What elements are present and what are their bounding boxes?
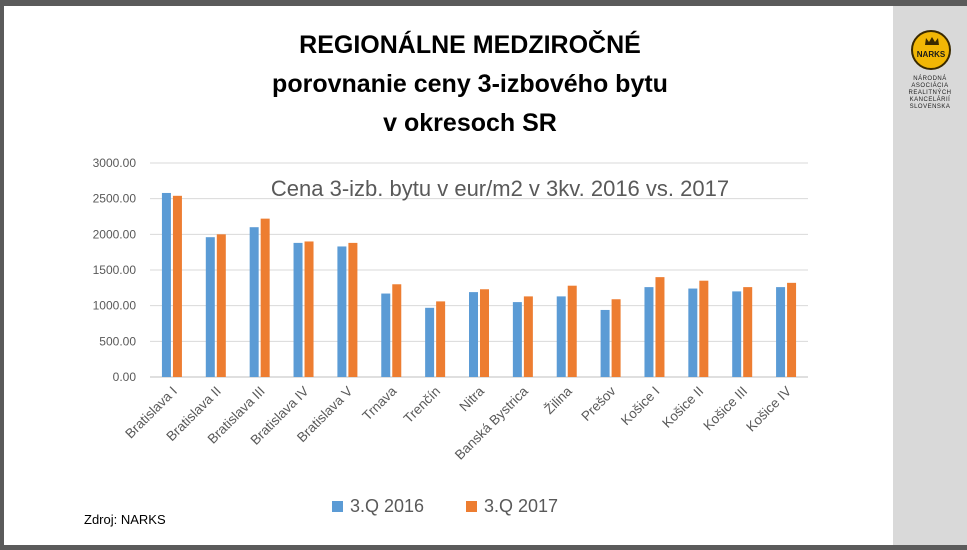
y-tick-label: 3000.00 bbox=[93, 156, 137, 170]
x-tick-label: Košice IV bbox=[743, 384, 794, 435]
bar bbox=[699, 280, 709, 377]
legend-swatch bbox=[332, 501, 343, 512]
bar bbox=[556, 296, 566, 377]
bar bbox=[611, 299, 621, 377]
y-tick-label: 1000.00 bbox=[93, 299, 137, 313]
bar bbox=[523, 296, 533, 377]
x-tick-label: Prešov bbox=[578, 383, 618, 423]
bar bbox=[600, 309, 610, 377]
logo-text: NARKS bbox=[916, 49, 946, 59]
bar bbox=[216, 234, 226, 377]
x-tick-label: Košice I bbox=[618, 384, 663, 429]
legend-swatch bbox=[466, 501, 477, 512]
title-line: v okresoch SR bbox=[383, 109, 557, 137]
frame-top-border bbox=[0, 0, 967, 6]
bar bbox=[249, 227, 259, 377]
x-tick-label: Žilina bbox=[541, 383, 575, 417]
x-tick-label: Trenčín bbox=[401, 384, 444, 427]
bar-chart: 0.00 500.00 1000.00 1500.00 2000.00 2500.00 30… bbox=[93, 156, 808, 516]
narks-logo: NARKS bbox=[911, 30, 951, 70]
bar bbox=[381, 293, 391, 377]
bar bbox=[161, 192, 171, 377]
chart-title: Cena 3-izb. bytu v eur/m2 v 3kv. 2016 vs… bbox=[271, 176, 729, 201]
y-tick-label: 500.00 bbox=[99, 334, 136, 348]
bar bbox=[172, 195, 182, 377]
slide-title: REGIONÁLNE MEDZIROČNÉ porovnanie ceny 3-… bbox=[200, 26, 740, 143]
bar bbox=[348, 242, 358, 377]
assoc-line: SLOVENSKA bbox=[909, 104, 951, 110]
bar bbox=[655, 277, 665, 377]
bar bbox=[205, 237, 215, 377]
bar bbox=[304, 241, 314, 377]
x-tick-label: Nitra bbox=[456, 383, 487, 414]
frame-left-border bbox=[0, 0, 4, 550]
bar bbox=[293, 242, 303, 377]
bar bbox=[337, 246, 347, 377]
assoc-line: KANCELÁRIÍ bbox=[909, 97, 951, 103]
bar bbox=[776, 287, 786, 377]
bar bbox=[480, 289, 489, 377]
bar bbox=[425, 307, 435, 377]
association-name: NÁRODNÁ ASOCIÁCIA REALITNÝCH KANCELÁRIÍ … bbox=[897, 76, 963, 111]
bar bbox=[392, 284, 402, 377]
crown-icon bbox=[925, 37, 939, 45]
bar bbox=[260, 218, 270, 377]
assoc-line: ASOCIÁCIA bbox=[911, 83, 949, 89]
bar bbox=[512, 302, 522, 377]
assoc-line: NÁRODNÁ bbox=[913, 76, 947, 82]
bar bbox=[469, 292, 478, 377]
legend-label: 3.Q 2016 bbox=[350, 496, 424, 516]
bar bbox=[743, 287, 753, 377]
legend-label: 3.Q 2017 bbox=[484, 496, 558, 516]
y-tick-label: 2000.00 bbox=[93, 227, 137, 241]
x-tick-label: Košice III bbox=[700, 384, 750, 434]
title-line: porovnanie ceny 3-izbového bytu bbox=[272, 70, 668, 98]
x-tick-label: Trnava bbox=[359, 383, 399, 423]
assoc-line: REALITNÝCH bbox=[908, 90, 952, 96]
bar bbox=[787, 282, 797, 377]
source-note: Zdroj: NARKS bbox=[84, 512, 166, 527]
bar bbox=[644, 287, 654, 377]
x-tick-label: Košice II bbox=[659, 384, 706, 431]
bar bbox=[688, 288, 698, 377]
title-line: REGIONÁLNE MEDZIROČNÉ bbox=[299, 31, 641, 59]
y-tick-label: 1500.00 bbox=[93, 263, 137, 277]
frame-bottom-border bbox=[0, 545, 967, 550]
y-tick-label: 2500.00 bbox=[93, 192, 137, 206]
y-tick-label: 0.00 bbox=[113, 370, 137, 384]
bar bbox=[732, 291, 742, 377]
bar bbox=[436, 301, 446, 377]
bar bbox=[567, 285, 577, 377]
sidebar-panel: NARKS NÁRODNÁ ASOCIÁCIA REALITNÝCH KANCE… bbox=[893, 6, 967, 545]
